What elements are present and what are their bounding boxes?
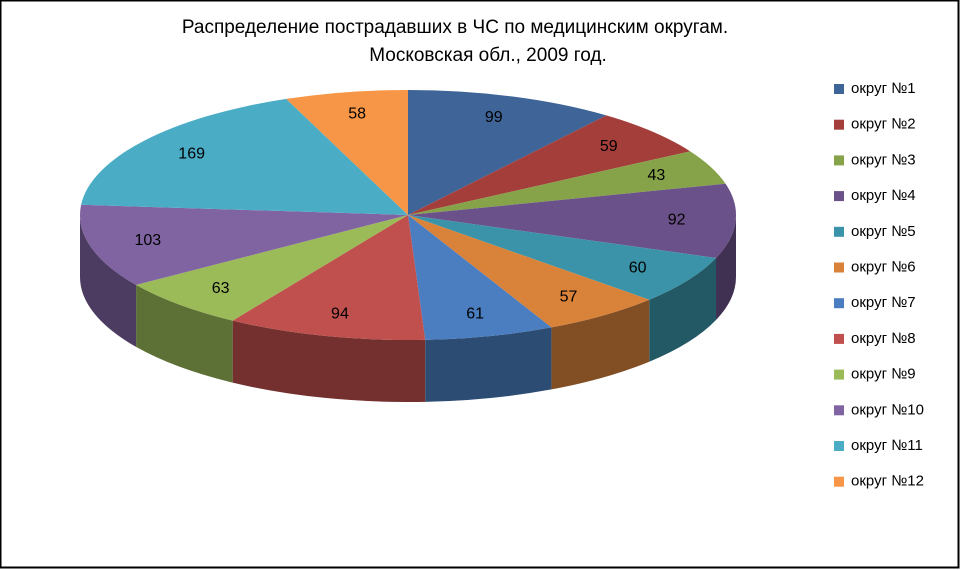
legend-label: округ №2 xyxy=(851,116,916,133)
slice xyxy=(408,90,607,215)
slice xyxy=(408,115,691,215)
data-label: 99 xyxy=(485,109,503,126)
legend-label: округ №11 xyxy=(851,437,923,454)
slice-side xyxy=(80,215,137,347)
legend-label: округ №5 xyxy=(851,223,916,240)
slice xyxy=(232,215,426,340)
slice-side xyxy=(551,299,650,390)
data-label: 63 xyxy=(212,280,230,297)
legend-label: округ №6 xyxy=(851,258,916,275)
legend-swatch xyxy=(834,298,844,309)
slice xyxy=(408,215,650,328)
data-label: 92 xyxy=(668,211,686,228)
slice-side xyxy=(425,327,552,402)
data-label: 169 xyxy=(178,145,205,162)
pie: 99 59 43 92 60 57 61 94 63 103 169 58 xyxy=(80,90,736,402)
slice xyxy=(81,98,409,215)
slice xyxy=(408,151,726,215)
legend-swatch xyxy=(834,155,844,166)
legend-label: округ №3 xyxy=(851,151,916,168)
slice-side xyxy=(136,284,233,383)
data-label: 60 xyxy=(629,260,647,277)
legend-swatch xyxy=(834,191,844,202)
legend-label: округ №10 xyxy=(851,401,924,418)
legend-label: округ №9 xyxy=(851,366,916,383)
data-label: 43 xyxy=(648,167,666,184)
slice xyxy=(286,90,408,215)
legend-swatch xyxy=(834,405,844,416)
slice-side xyxy=(232,320,426,402)
legend-label: округ №4 xyxy=(851,187,916,204)
slice xyxy=(408,183,736,258)
legend-swatch xyxy=(834,369,844,380)
slice-side xyxy=(716,215,736,320)
legend: округ №1 округ №2 округ №3 округ №4 округ №5… xyxy=(834,80,924,490)
data-label: 61 xyxy=(466,305,484,322)
data-label: 103 xyxy=(134,232,161,249)
slice xyxy=(136,215,408,321)
data-label: 58 xyxy=(348,106,366,123)
slice xyxy=(408,215,552,340)
slice xyxy=(408,215,717,300)
legend-swatch xyxy=(834,333,844,344)
legend-swatch xyxy=(834,441,844,451)
legend-swatch xyxy=(834,84,844,94)
slice-side xyxy=(649,257,717,362)
legend-label: округ №7 xyxy=(851,294,916,311)
legend-label: округ №8 xyxy=(851,330,916,347)
data-label: 94 xyxy=(331,305,349,322)
legend-swatch xyxy=(834,476,844,487)
data-label: 57 xyxy=(560,288,578,305)
data-label: 59 xyxy=(600,138,618,155)
legend-label: округ №1 xyxy=(851,80,916,97)
chart-title: Распределение пострадавших в ЧС по медиц… xyxy=(182,17,728,38)
legend-swatch xyxy=(834,262,844,273)
legend-swatch xyxy=(834,226,844,237)
chart-title: Московская обл., 2009 год. xyxy=(369,45,607,66)
legend-label: округ №12 xyxy=(851,473,924,490)
slice xyxy=(80,204,409,285)
legend-swatch xyxy=(834,119,844,130)
